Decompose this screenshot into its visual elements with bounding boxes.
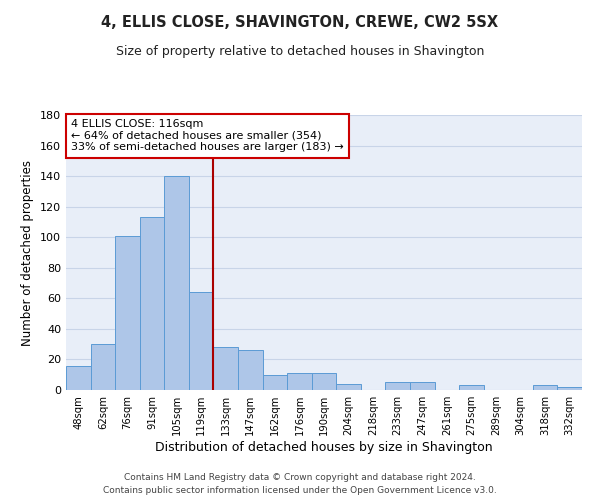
Bar <box>115 236 140 390</box>
Bar <box>336 384 361 390</box>
X-axis label: Distribution of detached houses by size in Shavington: Distribution of detached houses by size … <box>155 441 493 454</box>
Y-axis label: Number of detached properties: Number of detached properties <box>22 160 34 346</box>
Text: 4 ELLIS CLOSE: 116sqm
← 64% of detached houses are smaller (354)
33% of semi-det: 4 ELLIS CLOSE: 116sqm ← 64% of detached … <box>71 119 344 152</box>
Bar <box>312 373 336 390</box>
Text: Size of property relative to detached houses in Shavington: Size of property relative to detached ho… <box>116 45 484 58</box>
Text: 4, ELLIS CLOSE, SHAVINGTON, CREWE, CW2 5SX: 4, ELLIS CLOSE, SHAVINGTON, CREWE, CW2 5… <box>101 15 499 30</box>
Bar <box>91 344 115 390</box>
Text: Contains public sector information licensed under the Open Government Licence v3: Contains public sector information licen… <box>103 486 497 495</box>
Bar <box>66 366 91 390</box>
Bar <box>164 176 189 390</box>
Bar <box>459 386 484 390</box>
Bar <box>287 373 312 390</box>
Bar <box>189 292 214 390</box>
Bar <box>214 347 238 390</box>
Bar <box>140 218 164 390</box>
Text: Contains HM Land Registry data © Crown copyright and database right 2024.: Contains HM Land Registry data © Crown c… <box>124 474 476 482</box>
Bar <box>410 382 434 390</box>
Bar <box>238 350 263 390</box>
Bar <box>385 382 410 390</box>
Bar <box>533 386 557 390</box>
Bar <box>557 387 582 390</box>
Bar <box>263 374 287 390</box>
